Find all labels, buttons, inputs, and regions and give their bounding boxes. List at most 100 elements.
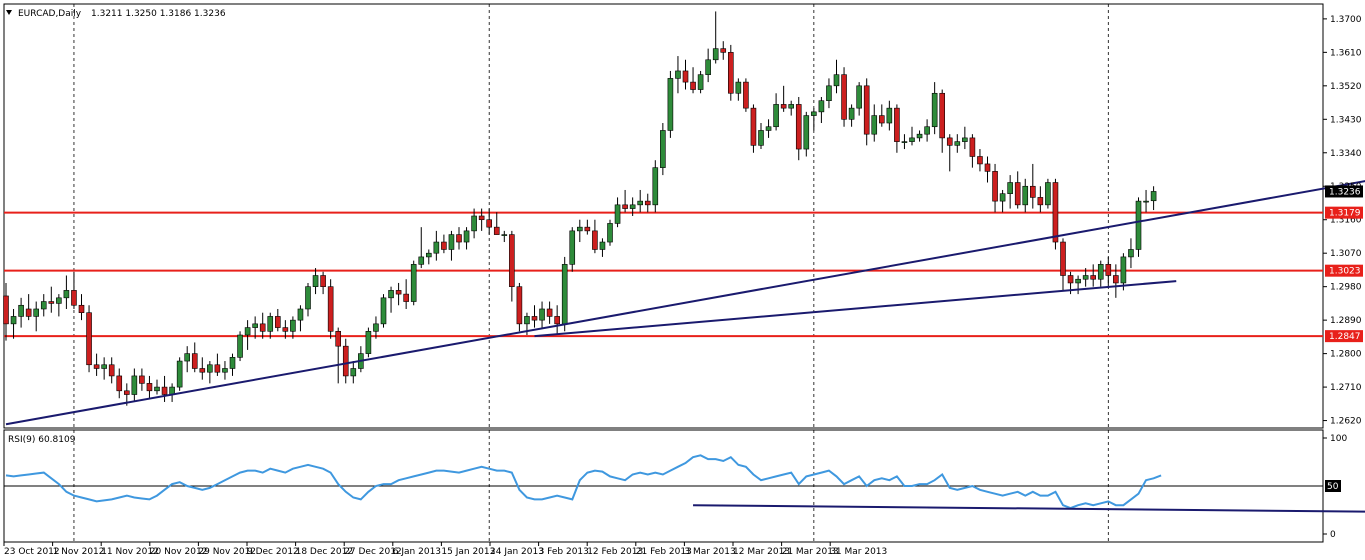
candle[interactable]	[146, 375, 153, 399]
candle[interactable]	[614, 197, 621, 228]
candle[interactable]	[282, 320, 289, 339]
candle[interactable]	[365, 327, 372, 358]
candle[interactable]	[954, 134, 961, 153]
candle[interactable]	[33, 301, 40, 332]
candle[interactable]	[886, 100, 893, 131]
candle[interactable]	[1143, 189, 1149, 213]
candle[interactable]	[1135, 197, 1142, 257]
candle[interactable]	[788, 100, 795, 116]
candle[interactable]	[312, 268, 319, 295]
candle[interactable]	[3, 282, 9, 341]
candle[interactable]	[637, 189, 644, 213]
trendline[interactable]	[5, 123, 1365, 426]
candle[interactable]	[871, 104, 878, 142]
candle[interactable]	[675, 56, 681, 94]
candle[interactable]	[207, 361, 213, 384]
candle[interactable]	[1120, 253, 1127, 291]
candle[interactable]	[811, 108, 817, 131]
candle[interactable]	[486, 208, 493, 235]
candle[interactable]	[40, 294, 47, 317]
candle[interactable]	[977, 149, 983, 172]
candle[interactable]	[1128, 238, 1134, 269]
candle[interactable]	[425, 249, 432, 265]
candle[interactable]	[962, 126, 968, 150]
candle[interactable]	[924, 119, 930, 142]
candle[interactable]	[916, 130, 923, 142]
candle[interactable]	[682, 59, 689, 90]
candle[interactable]	[644, 193, 651, 213]
candle[interactable]	[848, 104, 855, 127]
candle[interactable]	[10, 308, 17, 339]
candle[interactable]	[86, 305, 92, 373]
candle[interactable]	[433, 230, 440, 261]
candle-layer[interactable]	[3, 11, 1157, 406]
candle[interactable]	[939, 89, 946, 153]
candle[interactable]	[48, 286, 55, 313]
candle[interactable]	[441, 234, 447, 254]
candle[interactable]	[244, 320, 251, 350]
candle[interactable]	[546, 301, 553, 324]
candle[interactable]	[463, 227, 470, 250]
trendline[interactable]	[534, 280, 1177, 338]
candle[interactable]	[984, 156, 991, 183]
candle[interactable]	[743, 78, 749, 112]
candle[interactable]	[697, 70, 704, 94]
candle[interactable]	[222, 361, 228, 380]
candle[interactable]	[1090, 264, 1096, 287]
candle[interactable]	[1150, 186, 1157, 211]
candle[interactable]	[592, 219, 598, 254]
candle[interactable]	[56, 294, 62, 317]
candle[interactable]	[992, 163, 998, 213]
candle[interactable]	[554, 305, 560, 336]
candle[interactable]	[539, 301, 545, 328]
candle[interactable]	[388, 286, 394, 313]
candle[interactable]	[116, 368, 123, 399]
candle[interactable]	[1075, 275, 1081, 295]
candle[interactable]	[274, 308, 281, 332]
candle[interactable]	[199, 357, 206, 380]
candle[interactable]	[946, 134, 953, 172]
candle[interactable]	[78, 294, 85, 321]
candle[interactable]	[176, 357, 183, 391]
candle[interactable]	[184, 346, 190, 373]
candle[interactable]	[456, 227, 462, 250]
candle[interactable]	[584, 219, 591, 235]
candle[interactable]	[237, 331, 243, 362]
candle[interactable]	[758, 123, 764, 150]
candle[interactable]	[561, 256, 568, 332]
candle[interactable]	[1052, 178, 1059, 250]
candle[interactable]	[516, 282, 523, 332]
candle[interactable]	[1113, 264, 1119, 298]
candle[interactable]	[599, 238, 606, 257]
candle[interactable]	[818, 96, 825, 124]
candle[interactable]	[1060, 238, 1066, 291]
candle[interactable]	[833, 59, 840, 94]
candle[interactable]	[342, 338, 349, 384]
candle[interactable]	[327, 279, 334, 339]
candle[interactable]	[350, 361, 357, 384]
candle[interactable]	[1082, 268, 1089, 287]
candle[interactable]	[1045, 178, 1051, 209]
candle[interactable]	[1030, 163, 1036, 209]
candle[interactable]	[660, 123, 666, 176]
candle[interactable]	[909, 126, 915, 146]
candle[interactable]	[418, 227, 425, 269]
candle[interactable]	[267, 312, 274, 339]
candle[interactable]	[1097, 260, 1104, 287]
candle[interactable]	[25, 294, 32, 321]
candle[interactable]	[856, 82, 862, 116]
candle[interactable]	[901, 134, 908, 150]
candle[interactable]	[191, 342, 198, 373]
candle[interactable]	[569, 227, 576, 272]
candle[interactable]	[1022, 178, 1029, 213]
candle[interactable]	[1007, 175, 1013, 209]
candle[interactable]	[63, 275, 70, 309]
candle[interactable]	[969, 134, 976, 168]
candle[interactable]	[161, 375, 168, 402]
candle[interactable]	[290, 316, 296, 339]
candle[interactable]	[131, 368, 138, 402]
candle[interactable]	[259, 312, 266, 339]
candle[interactable]	[448, 230, 455, 261]
candle[interactable]	[795, 96, 802, 161]
candle[interactable]	[478, 208, 485, 231]
